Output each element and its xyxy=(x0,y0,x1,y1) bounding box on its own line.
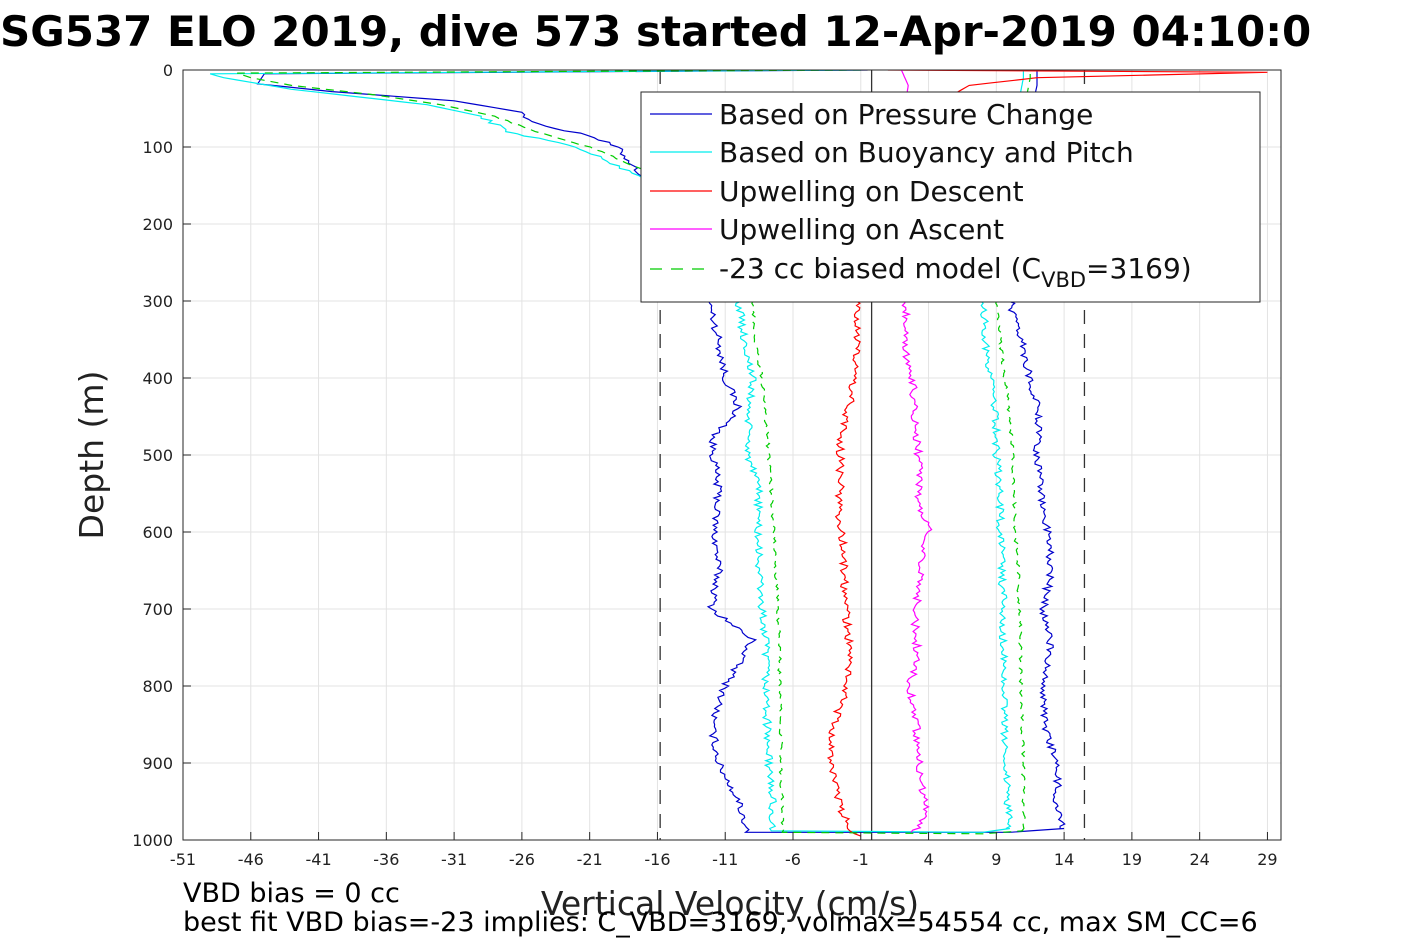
y-tick-label: 700 xyxy=(142,600,173,619)
x-tick-label: 4 xyxy=(923,850,933,869)
y-tick-label: 100 xyxy=(142,138,173,157)
y-axis-ticks: 0 100 200 300 400 500 600 700 800 900 1000 xyxy=(132,61,191,850)
x-axis-ticks: -51 -46 -41 -36 -31 -26 -21 -16 -11 -6 -1 4 9 14 19 24 2… xyxy=(170,832,1278,869)
x-tick-label: -26 xyxy=(509,850,535,869)
legend-entry-upwelling-ascent: Upwelling on Ascent xyxy=(719,213,1004,246)
x-tick-label: -6 xyxy=(785,850,801,869)
x-tick-label: -31 xyxy=(441,850,467,869)
y-axis-label: Depth (m) xyxy=(72,371,111,540)
vbd-bias-note: VBD bias = 0 cc xyxy=(183,878,400,909)
y-tick-label: 1000 xyxy=(132,831,173,850)
x-tick-label: -46 xyxy=(238,850,264,869)
y-tick-label: 500 xyxy=(142,446,173,465)
x-tick-label: 14 xyxy=(1054,850,1074,869)
legend-entry-model: -23 cc biased model (CVBD=3169) xyxy=(719,252,1192,292)
x-tick-label: 29 xyxy=(1257,850,1277,869)
chart-title: SG537 ELO 2019, dive 573 started 12-Apr-… xyxy=(0,7,1311,56)
x-tick-label: -51 xyxy=(170,850,196,869)
x-tick-label: -1 xyxy=(853,850,869,869)
y-tick-label: 800 xyxy=(142,677,173,696)
legend-entry-buoyancy: Based on Buoyancy and Pitch xyxy=(719,136,1134,169)
y-tick-label: 400 xyxy=(142,369,173,388)
y-tick-label: 0 xyxy=(163,61,173,80)
legend-entry-pressure: Based on Pressure Change xyxy=(719,98,1093,131)
x-tick-label: -11 xyxy=(712,850,738,869)
y-tick-label: 200 xyxy=(142,215,173,234)
legend: Based on Pressure Change Based on Buoyan… xyxy=(640,91,1261,303)
legend-model-prefix: -23 cc biased model (C xyxy=(719,252,1041,285)
best-fit-note: best fit VBD bias=-23 implies: C_VBD=316… xyxy=(183,907,1258,938)
y-tick-label: 300 xyxy=(142,292,173,311)
x-tick-label: 9 xyxy=(991,850,1001,869)
y-tick-label: 900 xyxy=(142,754,173,773)
x-tick-label: -41 xyxy=(305,850,331,869)
x-tick-label: -36 xyxy=(373,850,399,869)
legend-box xyxy=(640,91,1261,303)
x-tick-label: 19 xyxy=(1122,850,1142,869)
y-tick-label: 600 xyxy=(142,523,173,542)
series-model_ascent xyxy=(995,70,1031,832)
legend-entry-upwelling-descent: Upwelling on Descent xyxy=(719,175,1024,208)
legend-model-suffix: =3169) xyxy=(1086,252,1192,285)
x-axis-label: Vertical Velocity (cm/s) xyxy=(541,884,919,923)
x-tick-label: -16 xyxy=(644,850,670,869)
legend-model-subscript: VBD xyxy=(1041,268,1086,292)
x-tick-label: -21 xyxy=(577,850,603,869)
x-tick-label: 24 xyxy=(1189,850,1209,869)
